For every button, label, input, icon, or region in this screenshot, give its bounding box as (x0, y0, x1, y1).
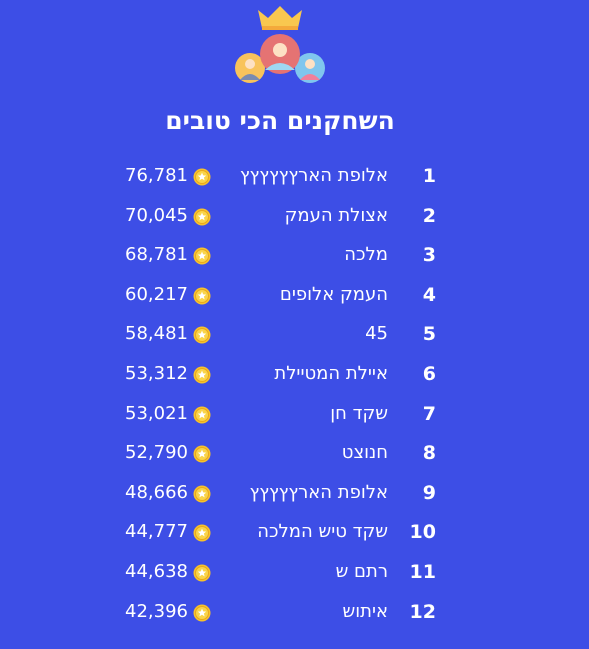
coin-star-icon (193, 208, 211, 226)
leaderboard-row: 5 45 58,481 (0, 314, 589, 354)
leaderboard-row: 12 איתוש 42,396 (0, 592, 589, 632)
coin-star-icon (193, 366, 211, 384)
player-score: 70,045 (125, 204, 188, 226)
player-score: 52,790 (125, 442, 188, 464)
player-score: 53,021 (125, 402, 188, 424)
leaderboard-list: 1 אלופת הארץץץץץץ 76,781 2 אצולת העמק 70,045 3… (0, 156, 589, 631)
player-score: 76,781 (125, 165, 188, 186)
player-name: העמק אלופים (279, 283, 388, 305)
crowned-players-icon (235, 6, 325, 83)
rank-number: 12 (409, 600, 436, 623)
player-score: 68,781 (125, 244, 188, 266)
player-name: שקד חן (330, 402, 388, 424)
rank-number: 10 (409, 521, 436, 544)
coin-star-icon (193, 326, 211, 344)
leaderboard-row: 11 רתם ש 44,638 (0, 552, 589, 592)
player-name: חנוצט (341, 442, 388, 464)
player-name: אלופת הארץץץץץ (249, 481, 388, 503)
coin-star-icon (193, 445, 211, 463)
rank-number: 2 (422, 204, 436, 227)
player-score: 42,396 (125, 600, 188, 622)
player-name: איילת המטיילת (274, 362, 388, 384)
coin-star-icon (193, 247, 211, 265)
leaderboard-row: 2 אצולת העמק 70,045 (0, 196, 589, 236)
player-score: 58,481 (125, 323, 188, 345)
player-name: אצולת העמק (284, 204, 388, 226)
player-name: איתוש (342, 600, 388, 622)
rank-number: 4 (422, 283, 436, 306)
player-score: 48,666 (125, 481, 188, 503)
coin-star-icon (193, 406, 211, 424)
leaderboard-row: 3 מלכה 68,781 (0, 235, 589, 275)
player-score: 44,638 (125, 560, 188, 582)
rank-number: 3 (422, 244, 436, 267)
player-score: 44,777 (125, 521, 188, 543)
page-title: השחקנים הכי טובים (165, 106, 395, 135)
rank-number: 5 (422, 323, 436, 346)
leaderboard-row: 10 שקד טיש המלכה 44,777 (0, 512, 589, 552)
coin-star-icon (193, 564, 211, 582)
player-name: שקד טיש המלכה (257, 521, 388, 543)
player-name: מלכה (344, 244, 388, 266)
rank-number: 1 (422, 165, 436, 187)
leaderboard-row: 4 העמק אלופים 60,217 (0, 275, 589, 315)
rank-number: 11 (409, 560, 436, 583)
player-name: אלופת הארץץץץץץ (239, 165, 388, 186)
coin-star-icon (193, 524, 211, 542)
coin-star-icon (193, 485, 211, 503)
rank-number: 7 (422, 402, 436, 425)
leaderboard-row: 8 חנוצט 52,790 (0, 433, 589, 473)
rank-number: 6 (422, 362, 436, 385)
player-score: 53,312 (125, 362, 188, 384)
leaderboard-row: 7 שקד חן 53,021 (0, 394, 589, 434)
coin-star-icon (193, 287, 211, 305)
player-name: רתם ש (335, 560, 388, 582)
rank-number: 9 (422, 481, 436, 504)
player-name: 45 (365, 323, 388, 345)
rank-number: 8 (422, 442, 436, 465)
coin-star-icon (193, 604, 211, 622)
leaderboard-row: 6 איילת המטיילת 53,312 (0, 354, 589, 394)
leaderboard-row: 9 אלופת הארץץץץץ 48,666 (0, 473, 589, 513)
coin-star-icon (193, 168, 211, 186)
leaderboard-row: 1 אלופת הארץץץץץץ 76,781 (0, 156, 589, 196)
player-score: 60,217 (125, 283, 188, 305)
